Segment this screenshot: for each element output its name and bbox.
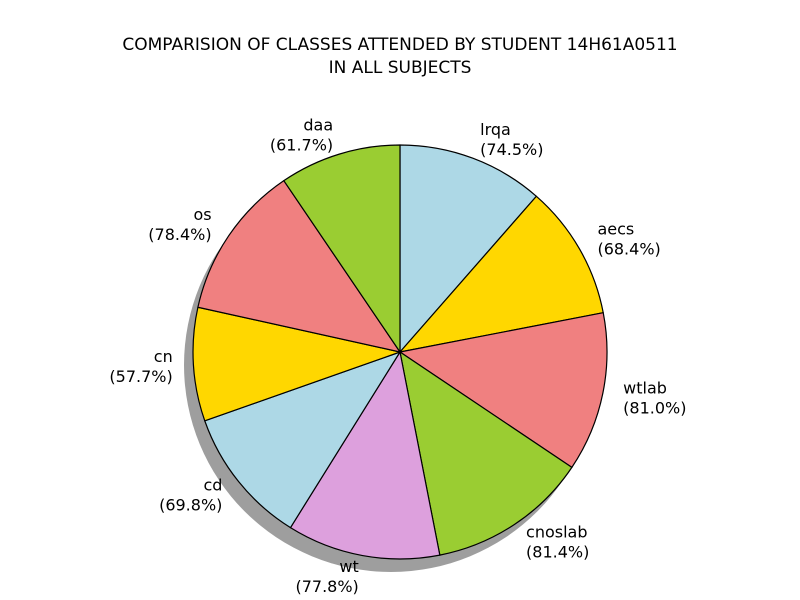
pie-slices <box>192 144 608 560</box>
slice-name: daa <box>303 115 333 134</box>
pie-slice-wt <box>289 351 441 560</box>
slice-label-cnoslab: cnoslab (81.4%) <box>526 523 589 562</box>
slice-percent: (78.4%) <box>148 225 211 244</box>
slice-percent: (77.8%) <box>295 577 358 596</box>
pie-labels: lrqa (74.5%) aecs (68.4%) wtlab (81.0%) cnosla… <box>109 115 686 596</box>
slice-percent: (74.5%) <box>480 140 543 159</box>
slice-label-wt: wt (77.8%) <box>295 557 358 596</box>
slice-label-lrqa: lrqa (74.5%) <box>480 120 543 159</box>
slice-percent: (68.4%) <box>597 240 660 259</box>
chart-title: COMPARISION OF CLASSES ATTENDED BY STUDE… <box>0 34 800 80</box>
slice-label-cd: cd (69.8%) <box>159 475 222 514</box>
pie-slice-cnoslab <box>399 351 573 556</box>
pie-slice-wtlab <box>399 312 608 468</box>
slice-name: wt <box>339 557 358 576</box>
slice-percent: (69.8%) <box>159 495 222 514</box>
slice-percent: (81.0%) <box>623 398 686 417</box>
slice-percent: (81.4%) <box>526 543 589 562</box>
chart-title-line-1: COMPARISION OF CLASSES ATTENDED BY STUDE… <box>122 35 678 55</box>
slice-label-wtlab: wtlab (81.0%) <box>623 378 686 417</box>
chart-title-line-2: IN ALL SUBJECTS <box>328 58 472 78</box>
slice-label-aecs: aecs (68.4%) <box>597 220 660 259</box>
pie-slice-cd <box>204 351 401 529</box>
slice-percent: (57.7%) <box>109 367 172 386</box>
slice-label-daa: daa (61.7%) <box>270 115 333 154</box>
slice-name: aecs <box>597 220 634 239</box>
pie-slice-daa <box>283 144 401 353</box>
pie-slice-cn <box>192 306 401 422</box>
slice-label-cn: cn (57.7%) <box>109 347 172 386</box>
slice-name: cd <box>203 475 222 494</box>
pie-slice-aecs <box>399 195 604 353</box>
slice-name: os <box>193 205 211 224</box>
slice-label-os: os (78.4%) <box>148 205 211 244</box>
pie-slice-lrqa <box>399 144 537 353</box>
slice-name: wtlab <box>623 378 667 397</box>
pie-slice-os <box>197 180 401 353</box>
slice-name: cn <box>154 347 173 366</box>
slice-percent: (61.7%) <box>270 135 333 154</box>
slice-name: cnoslab <box>526 523 587 542</box>
slice-name: lrqa <box>480 120 511 139</box>
